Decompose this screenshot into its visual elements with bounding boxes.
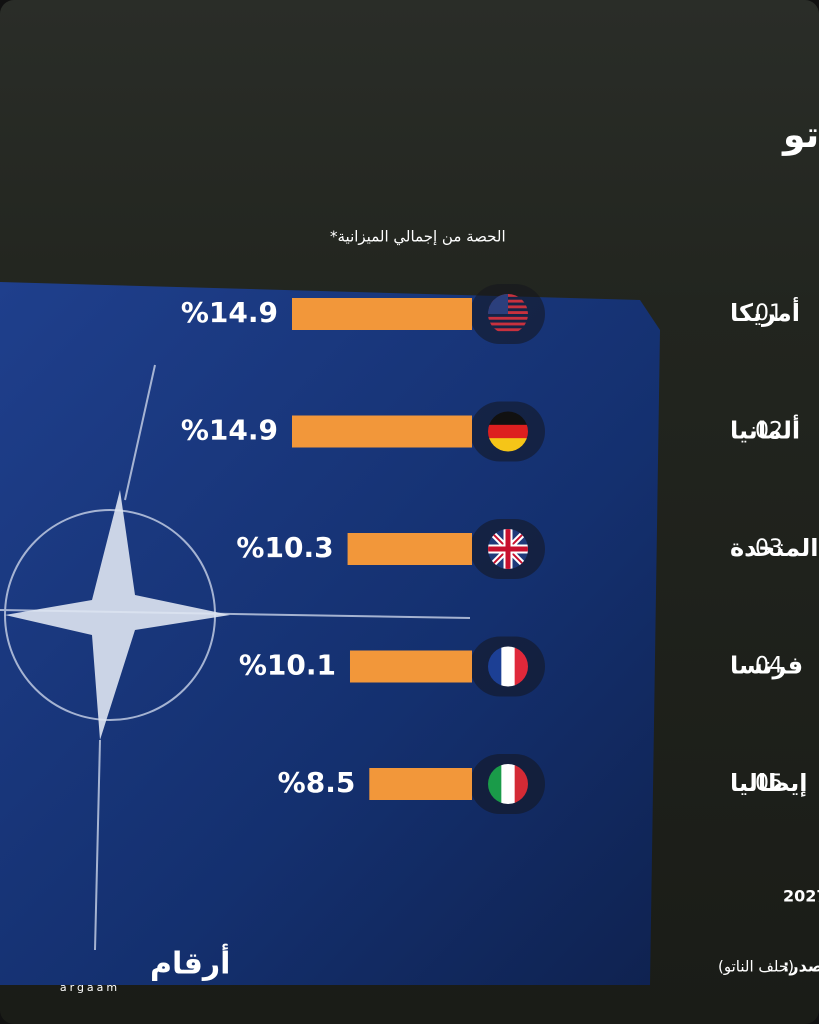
flag-part (488, 646, 502, 687)
country: المملكة المتحدة (730, 534, 819, 562)
country: ألمانيا (730, 415, 800, 445)
flag-part (514, 764, 528, 804)
flag (488, 529, 528, 569)
value-label: %14.9 (181, 296, 278, 329)
flag-part (488, 529, 528, 569)
flag-part (488, 438, 528, 452)
flag-part (514, 646, 528, 687)
flag (488, 294, 528, 332)
value-label: %8.5 (278, 766, 356, 799)
footnote: *خلال الفترة من 1 يناير 2026 إلى 31 ديسم… (783, 887, 819, 906)
logo: أرقام (150, 944, 230, 982)
rank: 02 (755, 419, 783, 444)
flag-part (488, 411, 528, 426)
rank: 01 (755, 301, 783, 326)
flag (488, 646, 528, 687)
country: إيطاليا (730, 769, 807, 797)
flag-part (501, 764, 516, 804)
bar (369, 768, 472, 800)
value-label: %14.9 (181, 414, 278, 447)
bar (349, 650, 472, 683)
country: فرنسا (730, 652, 803, 680)
flag-part (488, 328, 528, 332)
bar (292, 415, 472, 448)
title: أكبر الدول الممولة لحلف الناتو (781, 111, 819, 156)
flag (488, 411, 528, 452)
bar (292, 298, 472, 330)
subtitle: الحصة من إجمالي الميزانية* (330, 228, 506, 247)
flag-part (488, 322, 528, 326)
nato-star (5, 490, 230, 740)
rank: 04 (755, 654, 783, 679)
flag-part (488, 316, 528, 320)
source: (حلف الناتو) (718, 958, 794, 976)
value-label: %10.3 (236, 531, 333, 564)
rank: 03 (755, 536, 783, 561)
flag-part (488, 424, 528, 439)
logo-latin: argaam (60, 981, 120, 994)
flag-part (501, 646, 516, 687)
value-label: %10.1 (239, 649, 336, 682)
bar (347, 533, 472, 565)
source-label: المصدر: (783, 957, 819, 976)
flag (488, 764, 528, 804)
flag-part (488, 764, 502, 804)
rank: 05 (755, 771, 783, 796)
country: أمريكا (730, 297, 800, 327)
